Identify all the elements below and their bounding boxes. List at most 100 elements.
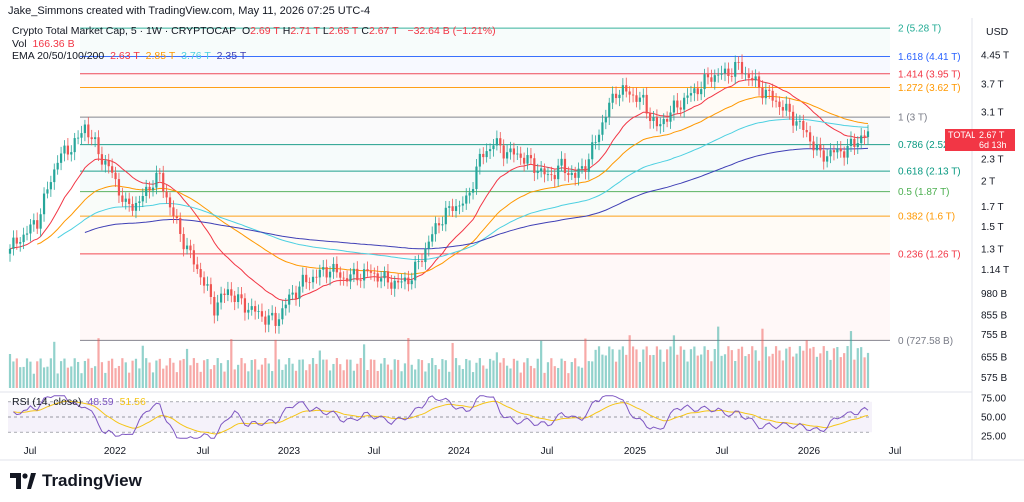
- candle-body: [100, 154, 104, 165]
- candle-body: [281, 308, 284, 320]
- currency-label[interactable]: USD: [986, 26, 1009, 38]
- candle-body: [642, 94, 645, 98]
- rsi-legend[interactable]: RSI (14, close) 48.59 51.56: [12, 396, 149, 408]
- fibonacci-retracement[interactable]: 2 (5.28 T) 1.618 (4.41 T) 1.414 (3.95 T) 1.…: [80, 24, 961, 347]
- candle-body: [778, 101, 781, 108]
- volume-bar: [94, 366, 97, 388]
- volume-bar: [80, 373, 83, 388]
- time-tick-label: Jul: [24, 446, 37, 457]
- volume-bar: [288, 358, 291, 388]
- candle-body: [288, 294, 291, 305]
- candle-body: [461, 203, 464, 206]
- candle-body: [689, 93, 693, 96]
- volume-bar: [577, 366, 580, 388]
- volume-bar: [703, 346, 706, 388]
- candle-body: [240, 294, 243, 299]
- volume-bar: [468, 360, 471, 388]
- candle-body: [557, 165, 560, 180]
- candle-body: [550, 174, 553, 176]
- volume-bar: [580, 367, 584, 388]
- time-tick-label: 2023: [278, 446, 301, 457]
- volume-bar: [141, 345, 144, 388]
- volume-bar: [233, 369, 236, 388]
- volume-bar: [362, 344, 366, 388]
- candle-body: [209, 284, 212, 297]
- candle-body: [414, 261, 417, 281]
- ohlc-c: C2.67 T: [361, 25, 399, 37]
- candle-body: [380, 278, 383, 282]
- price-tag-value: 2.67 T: [979, 130, 1005, 140]
- volume-bar: [240, 358, 243, 388]
- fib-level-label: 1.618 (4.41 T): [898, 52, 961, 63]
- volume-bar: [679, 346, 682, 388]
- candle-body: [199, 269, 202, 278]
- volume-bar: [73, 358, 76, 388]
- volume-bar: [863, 357, 866, 388]
- candle-body: [703, 74, 706, 90]
- candle-body: [254, 306, 257, 312]
- ema200-value: 2.35 T: [216, 50, 247, 62]
- candle-body: [570, 172, 573, 176]
- candle-body: [768, 89, 771, 91]
- volume-bar: [308, 364, 311, 388]
- volume-bar: [788, 346, 791, 388]
- ema-legend[interactable]: EMA 20/50/100/200 2.63 T 2.85 T 3.76 T 2…: [12, 50, 249, 62]
- candle-body: [553, 175, 556, 180]
- volume-bar: [764, 346, 767, 388]
- volume-bar: [621, 346, 624, 388]
- volume-bar: [376, 370, 379, 388]
- ema100-line: [57, 118, 868, 261]
- candle-body: [621, 85, 624, 95]
- candle-body: [434, 223, 437, 235]
- symbol-legend[interactable]: Crypto Total Market Cap, 5 · 1W · CRYPTO…: [12, 25, 499, 37]
- fib-band: [80, 192, 890, 217]
- price-axis[interactable]: 4.45 T 3.7 T 3.1 T 2.3 T 2 T 1.7 T 1.5 T 1.3 T 1…: [981, 51, 1009, 384]
- candle-body: [604, 116, 607, 123]
- volume-bar: [638, 361, 641, 388]
- ema100-value: 3.76 T: [181, 50, 211, 62]
- price-tick-label: 1.5 T: [981, 222, 1004, 233]
- volume-bar: [458, 365, 461, 388]
- volume-bar: [168, 358, 172, 388]
- volume-bar: [148, 362, 151, 388]
- volume-bar: [751, 346, 754, 388]
- rsi-pane[interactable]: 75.00 50.00 25.00: [8, 394, 1006, 443]
- time-axis[interactable]: Jul 2022 Jul 2023 Jul 2024 Jul 2025 Jul 2026 Jul: [24, 446, 902, 457]
- ohlc-values: O2.69 T H2.71 T L2.65 T C2.67 T: [242, 25, 402, 37]
- candle-body: [189, 245, 192, 251]
- candle-body: [158, 172, 161, 174]
- volume-bar: [400, 371, 403, 388]
- candle-body: [420, 261, 424, 263]
- candle-body: [836, 148, 839, 153]
- candle-body: [107, 160, 110, 167]
- volume-bar: [431, 358, 434, 388]
- volume-bar: [111, 358, 114, 388]
- volume-bar: [175, 372, 178, 388]
- candle-body: [706, 74, 710, 78]
- candle-body: [22, 234, 25, 243]
- volume-bar: [734, 360, 737, 388]
- volume-legend[interactable]: Vol 166.36 B: [12, 38, 78, 50]
- volume-bar: [325, 359, 328, 388]
- candle-body: [454, 206, 458, 211]
- tradingview-branding[interactable]: TradingView: [10, 470, 142, 492]
- candle-body: [165, 191, 168, 198]
- volume-bar: [727, 346, 730, 388]
- candle-body: [121, 195, 124, 202]
- candle-body: [12, 237, 15, 249]
- volume-bar: [611, 349, 614, 388]
- candle-body: [737, 61, 740, 63]
- candle-body: [740, 62, 744, 74]
- fib-level-label: 0.618 (2.13 T): [898, 167, 961, 178]
- volume-bar: [587, 361, 590, 388]
- volume-bar: [250, 359, 253, 388]
- candle-body: [608, 102, 611, 117]
- candle-body: [764, 89, 767, 99]
- candle-body: [863, 135, 866, 137]
- candle-body: [277, 319, 281, 326]
- candle-body: [802, 120, 805, 130]
- volume-bar: [437, 369, 441, 388]
- fib-band: [80, 145, 890, 171]
- chart-grid: [0, 18, 1024, 461]
